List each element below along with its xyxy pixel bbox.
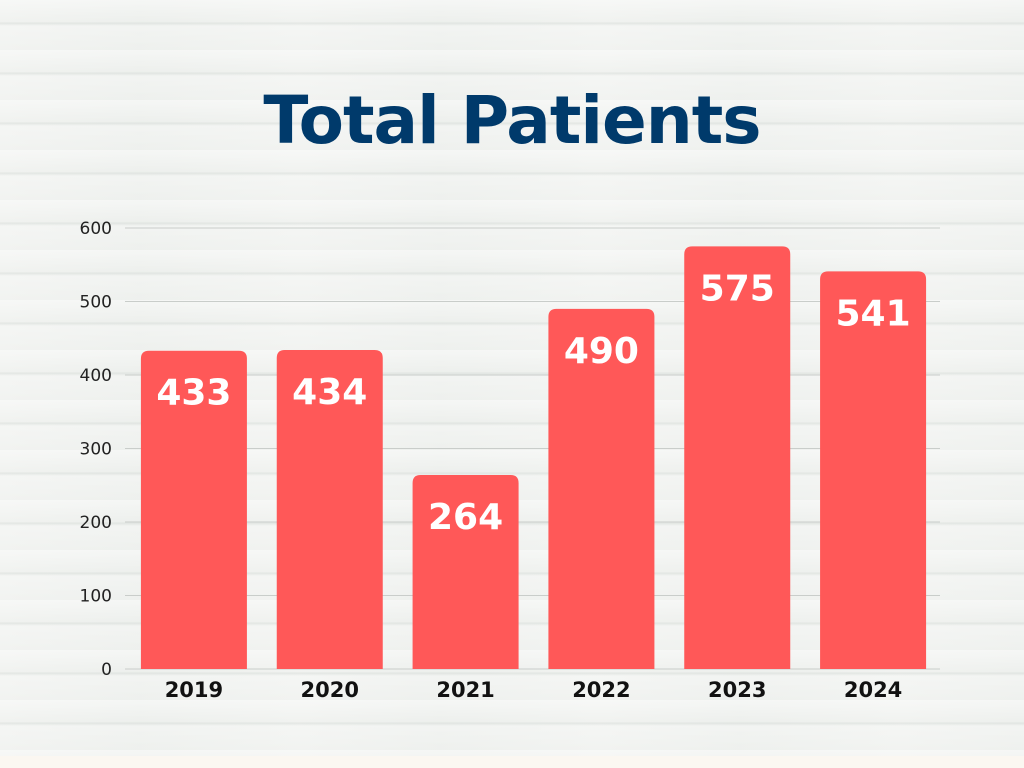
data-label-2020: 434 — [292, 372, 367, 413]
bar-2024 — [820, 271, 927, 669]
x-tick-label: 2020 — [301, 678, 359, 702]
y-tick-label: 100 — [80, 587, 112, 607]
x-tick-label: 2024 — [844, 678, 902, 702]
bar-2019 — [140, 350, 247, 669]
bar-2020 — [276, 350, 383, 669]
bar-2022 — [548, 308, 655, 669]
bar-2023 — [684, 246, 791, 669]
y-tick-label: 200 — [80, 513, 112, 533]
chart-title: Total Patients — [263, 82, 761, 159]
x-axis-ticks: 2019 2020 2021 2022 2023 2024 — [165, 678, 903, 702]
gridlines — [125, 227, 940, 670]
x-tick-label: 2022 — [572, 678, 630, 702]
bar-2021 — [412, 474, 519, 669]
data-label-2022: 490 — [564, 331, 639, 372]
x-tick-label: 2023 — [708, 678, 766, 702]
y-tick-label: 600 — [80, 219, 112, 239]
data-label-2023: 575 — [700, 268, 775, 309]
x-tick-label: 2021 — [436, 678, 494, 702]
data-labels: 433 434 264 490 575 541 — [156, 268, 910, 538]
x-tick-label: 2019 — [165, 678, 223, 702]
data-label-2021: 264 — [428, 497, 503, 538]
y-tick-label: 300 — [80, 440, 112, 460]
y-tick-label: 500 — [80, 293, 112, 313]
y-tick-label: 400 — [80, 366, 112, 386]
bars — [140, 246, 927, 669]
y-tick-label: 0 — [101, 660, 112, 680]
data-label-2019: 433 — [156, 373, 231, 414]
data-label-2024: 541 — [836, 293, 911, 334]
y-axis-ticks: 0 100 200 300 400 500 600 — [80, 219, 112, 680]
bottom-strip — [0, 756, 1024, 768]
